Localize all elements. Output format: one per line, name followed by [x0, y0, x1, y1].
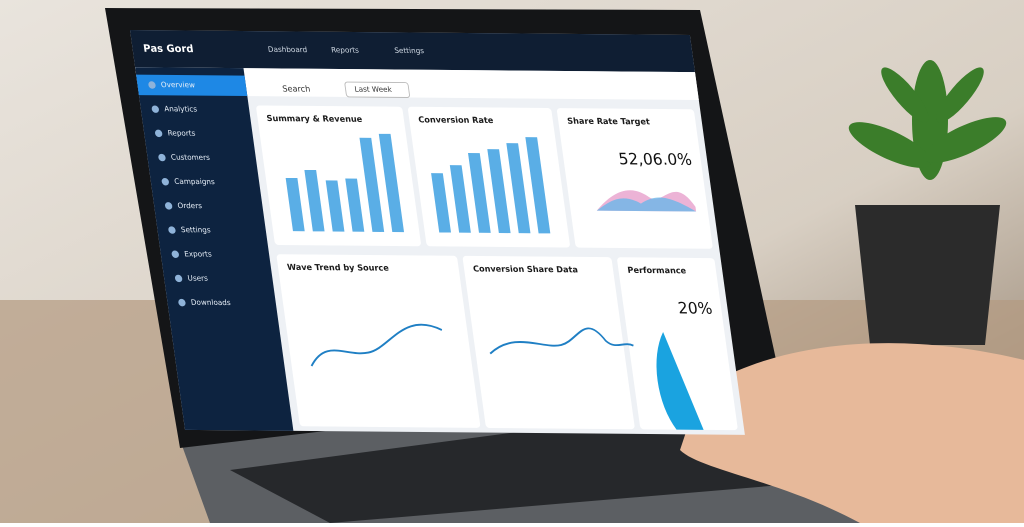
- sidebar-item[interactable]: Reports: [167, 128, 196, 137]
- sidebar-icon: [155, 129, 163, 138]
- sidebar-item[interactable]: Overview: [160, 80, 195, 89]
- sidebar-item[interactable]: Exports: [184, 249, 213, 258]
- top-bar: [130, 30, 695, 73]
- bar: [285, 177, 305, 232]
- search[interactable]: Search: [282, 83, 311, 93]
- toolbar: [135, 67, 699, 101]
- bar: [525, 137, 551, 234]
- hand: [680, 343, 1024, 523]
- card: [556, 108, 713, 249]
- bar: [304, 169, 325, 232]
- top-link[interactable]: Settings: [394, 46, 425, 55]
- sidebar-active: [136, 74, 248, 97]
- bar: [506, 143, 531, 234]
- sidebar-item[interactable]: Orders: [177, 201, 203, 210]
- card-title: Wave Trend by Source: [286, 262, 389, 273]
- bar: [325, 180, 345, 232]
- sidebar-item[interactable]: Settings: [180, 225, 211, 234]
- sidebar-item[interactable]: Analytics: [164, 104, 198, 113]
- sidebar: [135, 67, 294, 431]
- sidebar-icon: [174, 274, 183, 283]
- bar: [345, 178, 365, 232]
- kpi: 52,06.0%: [617, 149, 693, 169]
- screen: Pas Gord Search Last Week Dashboard Repor…: [130, 30, 745, 435]
- top-link[interactable]: Reports: [331, 45, 360, 54]
- filter[interactable]: Last Week: [354, 85, 393, 94]
- line-chart: [489, 327, 634, 355]
- sidebar-icon: [158, 153, 166, 162]
- bar: [449, 165, 471, 233]
- sidebar-icon: [161, 177, 169, 186]
- sidebar-icon: [171, 250, 179, 258]
- bar: [378, 133, 405, 233]
- card-title: Share Rate Target: [567, 116, 651, 127]
- card: [276, 254, 481, 428]
- kpi: 20%: [677, 298, 714, 317]
- sidebar-item[interactable]: Customers: [170, 153, 210, 162]
- logo: Pas Gord: [143, 44, 195, 56]
- sidebar-icon: [168, 226, 176, 234]
- area-chart: [596, 197, 697, 212]
- top-link[interactable]: Dashboard: [267, 45, 307, 54]
- sidebar-icon: [164, 202, 173, 210]
- sidebar-icon: [148, 81, 156, 89]
- bar: [431, 173, 451, 233]
- bar: [468, 153, 491, 233]
- line-chart: [310, 323, 443, 367]
- plant: [848, 60, 1007, 180]
- card-title: Conversion Share Data: [472, 263, 578, 274]
- card: [617, 257, 738, 431]
- sidebar-icon: [151, 105, 159, 113]
- card-title: Conversion Rate: [418, 114, 495, 125]
- card-title: Summary & Revenue: [266, 113, 363, 124]
- card: [462, 255, 635, 430]
- bar: [487, 149, 511, 234]
- pie: [656, 331, 704, 430]
- filter-box[interactable]: [344, 81, 410, 98]
- sidebar-item[interactable]: Users: [187, 273, 209, 282]
- bar: [359, 137, 385, 232]
- plant-pot: [855, 205, 1000, 345]
- sidebar-icon: [178, 298, 186, 307]
- sidebar-item[interactable]: Downloads: [190, 298, 231, 307]
- card-title: Performance: [627, 265, 687, 276]
- sidebar-item[interactable]: Campaigns: [174, 177, 216, 186]
